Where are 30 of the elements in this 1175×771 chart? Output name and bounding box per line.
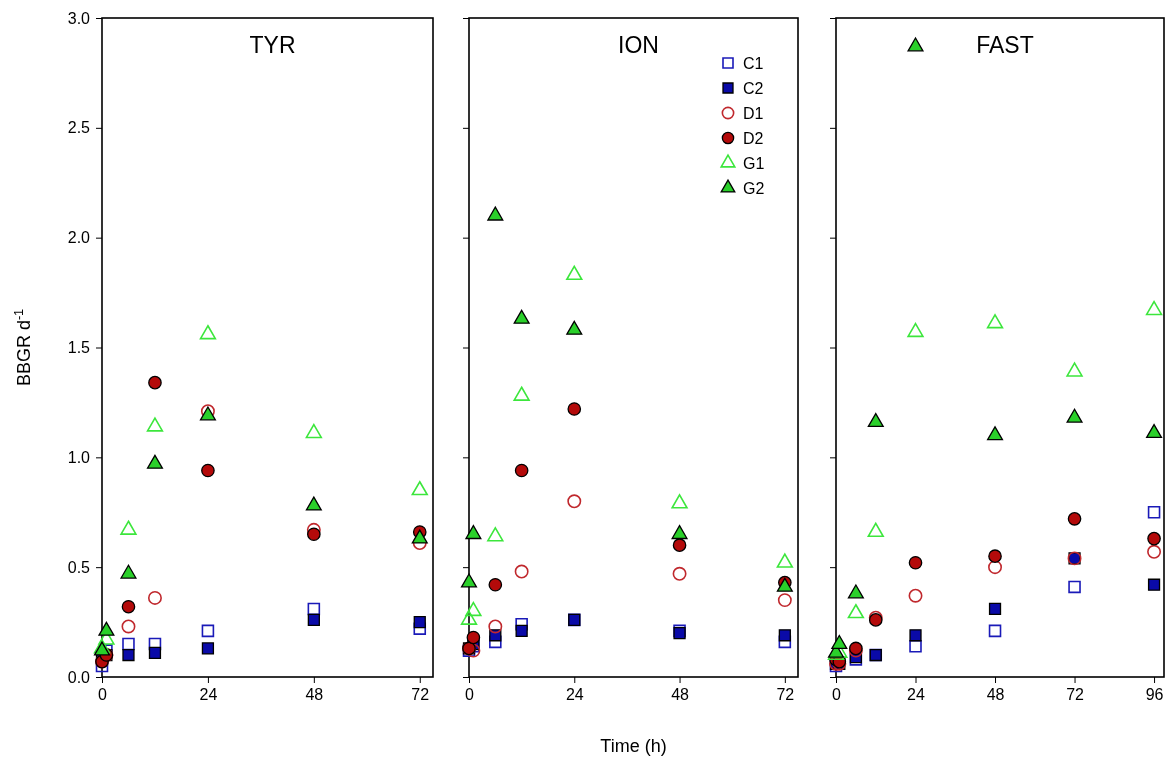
x-tick-label: 0 [832, 686, 842, 704]
x-tick-label: 96 [1145, 686, 1164, 704]
text: TYR [249, 32, 296, 58]
x-tick-label: 72 [1066, 686, 1085, 704]
legend-label: G2 [743, 180, 765, 197]
x-tick-label: 0 [465, 686, 475, 704]
y-tick-label: 1.0 [67, 448, 91, 466]
y-tick-label: 3.0 [67, 9, 91, 27]
legend-label: G1 [743, 155, 765, 172]
legend-label: C2 [743, 80, 764, 97]
x-tick-label: 48 [305, 686, 324, 704]
text: FAST [976, 32, 1034, 58]
y-tick-label: 0.5 [67, 558, 91, 576]
x-tick-label: 24 [907, 686, 926, 704]
x-tick-label: 24 [565, 686, 584, 704]
x-tick-label: 48 [986, 686, 1005, 704]
x-tick-label: 24 [199, 686, 218, 704]
legend-label: D1 [743, 105, 764, 122]
legend-label: C1 [743, 55, 764, 72]
y-tick-label: 2.0 [67, 229, 91, 247]
x-tick-label: 48 [671, 686, 690, 704]
x-axis-title: Time (h) [600, 736, 667, 756]
y-tick-label: 2.5 [67, 119, 91, 137]
y-tick-label: 1.5 [67, 339, 91, 357]
x-tick-label: 72 [776, 686, 795, 704]
legend-label: D2 [743, 130, 764, 147]
x-tick-label: 0 [98, 686, 108, 704]
y-tick-label: 0.0 [67, 668, 91, 686]
text: ION [618, 32, 659, 58]
x-tick-label: 72 [411, 686, 430, 704]
